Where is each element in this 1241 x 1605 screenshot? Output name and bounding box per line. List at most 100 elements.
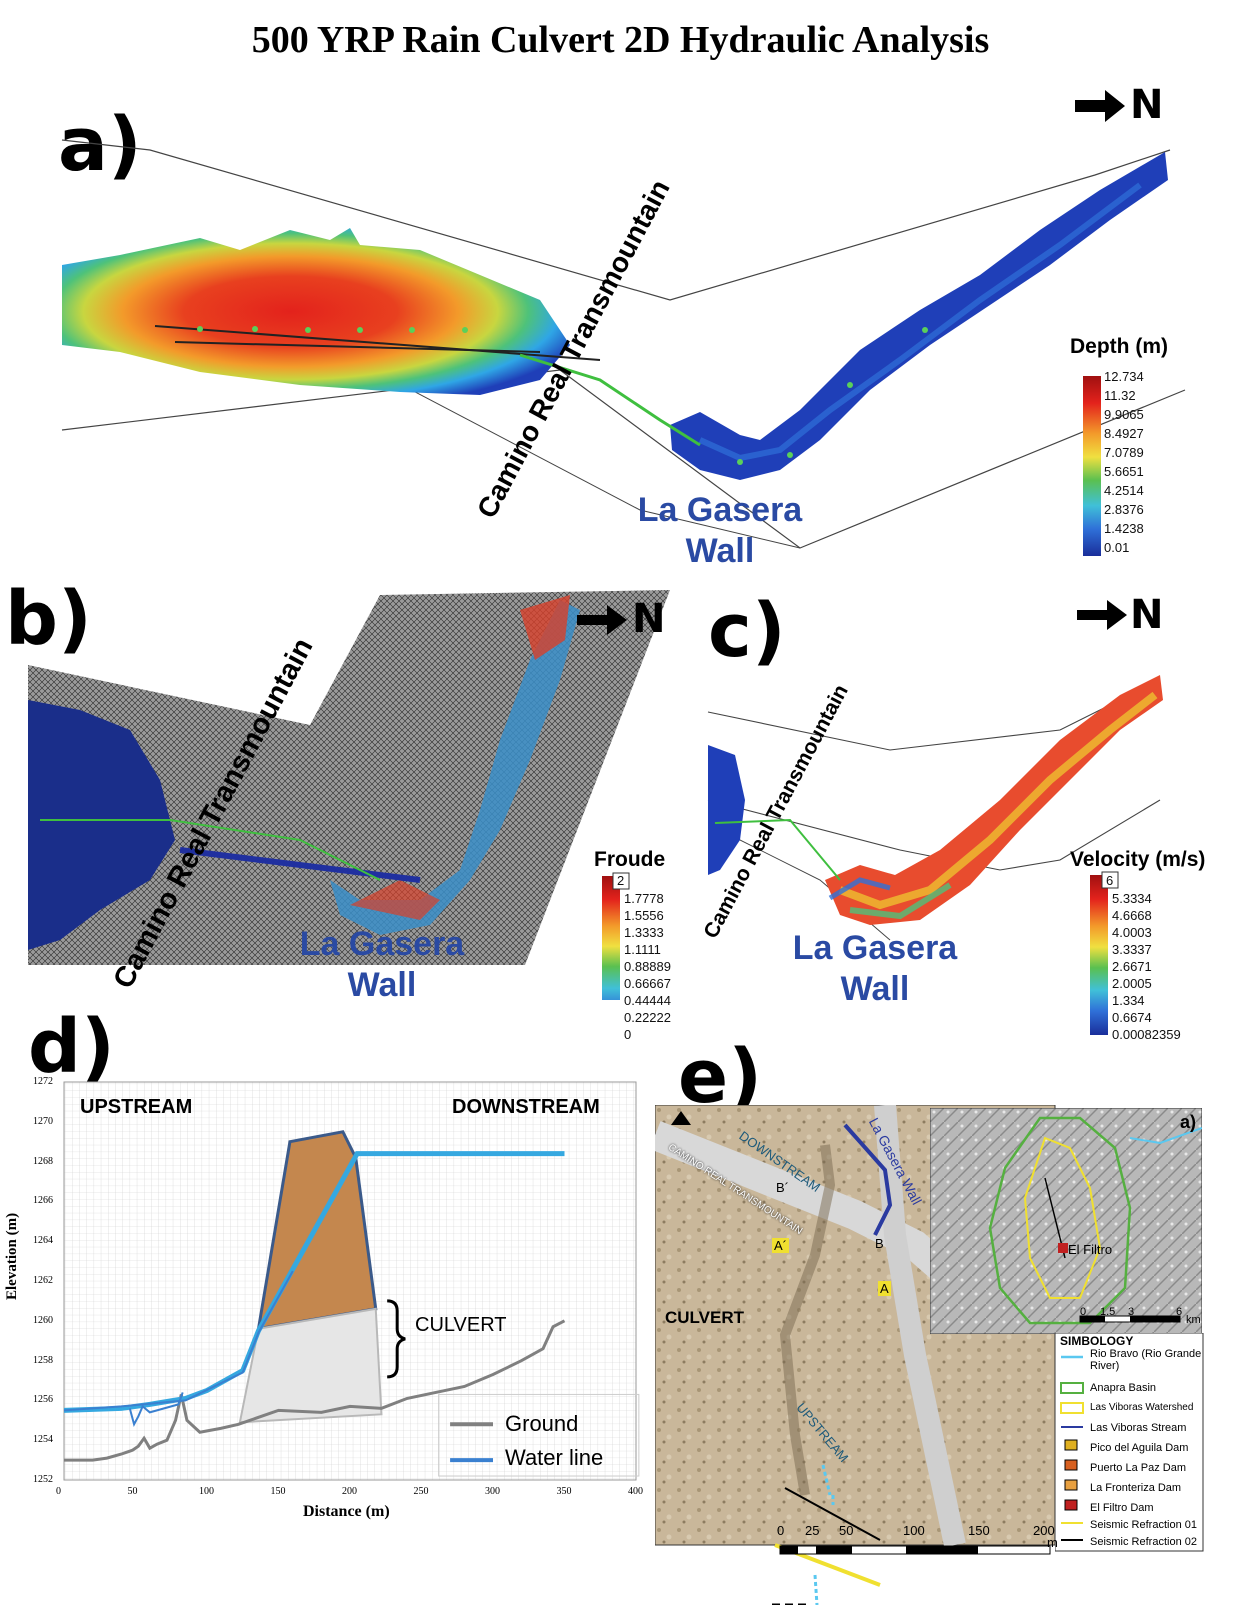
legend-tick: 5.3334 [1112,891,1152,906]
panel-a-legend-ticks: 12.734 11.32 9.9065 8.4927 7.0789 5.6651… [1104,370,1184,562]
legend-tick: 3.3337 [1112,942,1152,957]
y-tick-label: 1272 [33,1076,53,1087]
culvert-brace [387,1299,406,1379]
y-tick-label: 1260 [33,1314,53,1326]
section-b-line [784,1487,881,1541]
simbology-item: La Fronteriza Dam [1090,1482,1182,1494]
y-axis-label: Elevation (m) [4,1212,20,1300]
legend-tick: 0.88889 [624,959,671,974]
simbology-title: SIMBOLOGY [1060,1334,1134,1348]
wall-label-line2: Wall [840,969,910,1008]
panel-a-label: a) [58,102,142,188]
x-tick-label: 150 [270,1486,286,1497]
panel-d-ticks: 1272 1270 1268 1266 1264 1262 1260 1258 1256 1254… [0,0,643,1497]
legend-tick: 2.8376 [1104,502,1144,517]
legend-tick: 4.6668 [1112,908,1152,923]
panel-c-legend-title: Velocity (m/s) [1070,848,1206,871]
legend-tick: 0.44444 [624,993,671,1008]
legend-tick: 12.734 [1104,369,1144,384]
x-tick-label: 350 [556,1486,572,1497]
scale-unit: m [1047,1535,1058,1550]
inset-scale-tick: 1.5 [1100,1306,1116,1318]
scale-tick: 0 [777,1523,785,1538]
x-axis-label: Distance (m) [303,1503,390,1520]
scale-tick: 150 [968,1523,990,1538]
wall-label-line1: La Gasera [637,491,803,529]
y-tick-label: 1256 [33,1394,53,1406]
panel-a-map [61,90,1186,556]
inset-scale: 0 1.5 3 6 km [1080,1306,1201,1326]
downstream-label: DOWNSTREAM [452,1096,600,1118]
e-culvert-label: CULVERT [665,1308,745,1327]
panel-b-legend-max: 2 [617,873,625,888]
point-label: B´ [776,1180,789,1195]
culvert-box [238,1307,383,1424]
legend-tick: 0.01 [1104,540,1130,555]
simbology-item: Puerto La Paz Dam [1090,1462,1186,1474]
inset-label: a) [1180,1112,1197,1132]
legend-tick: 1.4238 [1104,521,1144,536]
simbology-item: Las Viboras Stream [1090,1422,1187,1434]
panel-a-legend-title: Depth (m) [1070,335,1168,358]
point-label: B [875,1236,884,1251]
legend-tick: 0.66667 [624,976,671,991]
legend-tick: 1.7778 [624,891,664,906]
panel-a-north-label: N [1130,82,1164,128]
map-scale: 0 25 50 100 150 200 m [775,1523,1058,1550]
legend-tick: 1.3333 [624,925,664,940]
simbology-item: Rio Bravo (Rio Grande River) [1090,1348,1202,1372]
scale-tick: 25 [805,1523,820,1538]
panel-e-overlay [671,1111,1051,1605]
inset-scale-tick: 3 [1128,1306,1135,1318]
inset-scale-tick: 6 [1176,1306,1183,1318]
legend-tick: 2.6671 [1112,959,1152,974]
legend-tick: 2.0005 [1112,976,1152,991]
scale-tick: 100 [903,1523,925,1538]
legend-water-label: Water line [505,1445,604,1470]
legend-tick: 8.4927 [1104,426,1144,441]
y-tick-label: 1264 [33,1235,53,1247]
x-tick-label: 400 [628,1486,643,1497]
legend-tick: 0.6674 [1112,1010,1152,1025]
legend-ground-label: Ground [505,1411,579,1436]
panel-c-legend-max: 6 [1106,873,1114,888]
panel-c-map [707,600,1163,1035]
inset-scale-unit: km [1186,1314,1201,1326]
x-tick-label: 100 [199,1486,214,1497]
panel-b-label: b) [5,576,92,662]
y-tick-label: 1268 [33,1155,53,1167]
panel-e-label: e) [678,1034,763,1120]
legend-tick: 0.22222 [624,1010,671,1025]
panel-b-legend-ticks: 1.7778 1.5556 1.3333 1.1111 0.88889 0.66… [624,892,704,1042]
legend-tick: 1.5556 [624,908,664,923]
wall-label-line1: La Gasera [299,925,465,963]
simbology-item: Seismic Refraction 02 [1090,1536,1197,1548]
point-label: A [878,1281,891,1296]
scale-tick: 50 [839,1523,854,1538]
panel-b-wall-label: La Gasera Wall [282,924,482,1006]
legend-box [438,1393,640,1477]
legend-tick: 0 [624,1027,632,1042]
wall-label-line2: Wall [685,531,755,570]
page-title: 500 YRP Rain Culvert 2D Hydraulic Analys… [251,19,990,61]
legend-tick: 4.2514 [1104,483,1144,498]
water-line-inner [63,1270,294,1412]
panel-e-inset-map [930,1108,1202,1334]
panel-b-north-label: N [632,596,666,642]
legend-tick: 5.6651 [1104,464,1144,479]
wall-label-line1: La Gasera [792,929,958,967]
x-tick-label: 300 [485,1486,500,1497]
legend-tick: 7.0789 [1104,445,1144,460]
legend-tick: 11.32 [1104,388,1136,403]
x-tick-label: 250 [413,1486,429,1497]
ground-line [64,1319,566,1462]
x-tick-label: 200 [342,1486,357,1497]
panel-d-chart-svg [63,1130,640,1477]
legend-tick: 0.00082359 [1112,1027,1181,1042]
simbology-box [1055,1333,1204,1552]
panel-c-label: c) [708,588,786,674]
simbology-item: Seismic Refraction 01 [1090,1519,1197,1531]
simbology-item: El Filtro Dam [1090,1502,1154,1514]
wall-label-line2: Wall [347,965,417,1004]
panel-c-legend-ticks: 5.3334 4.6668 4.0003 3.3337 2.6671 2.000… [1112,892,1222,1042]
